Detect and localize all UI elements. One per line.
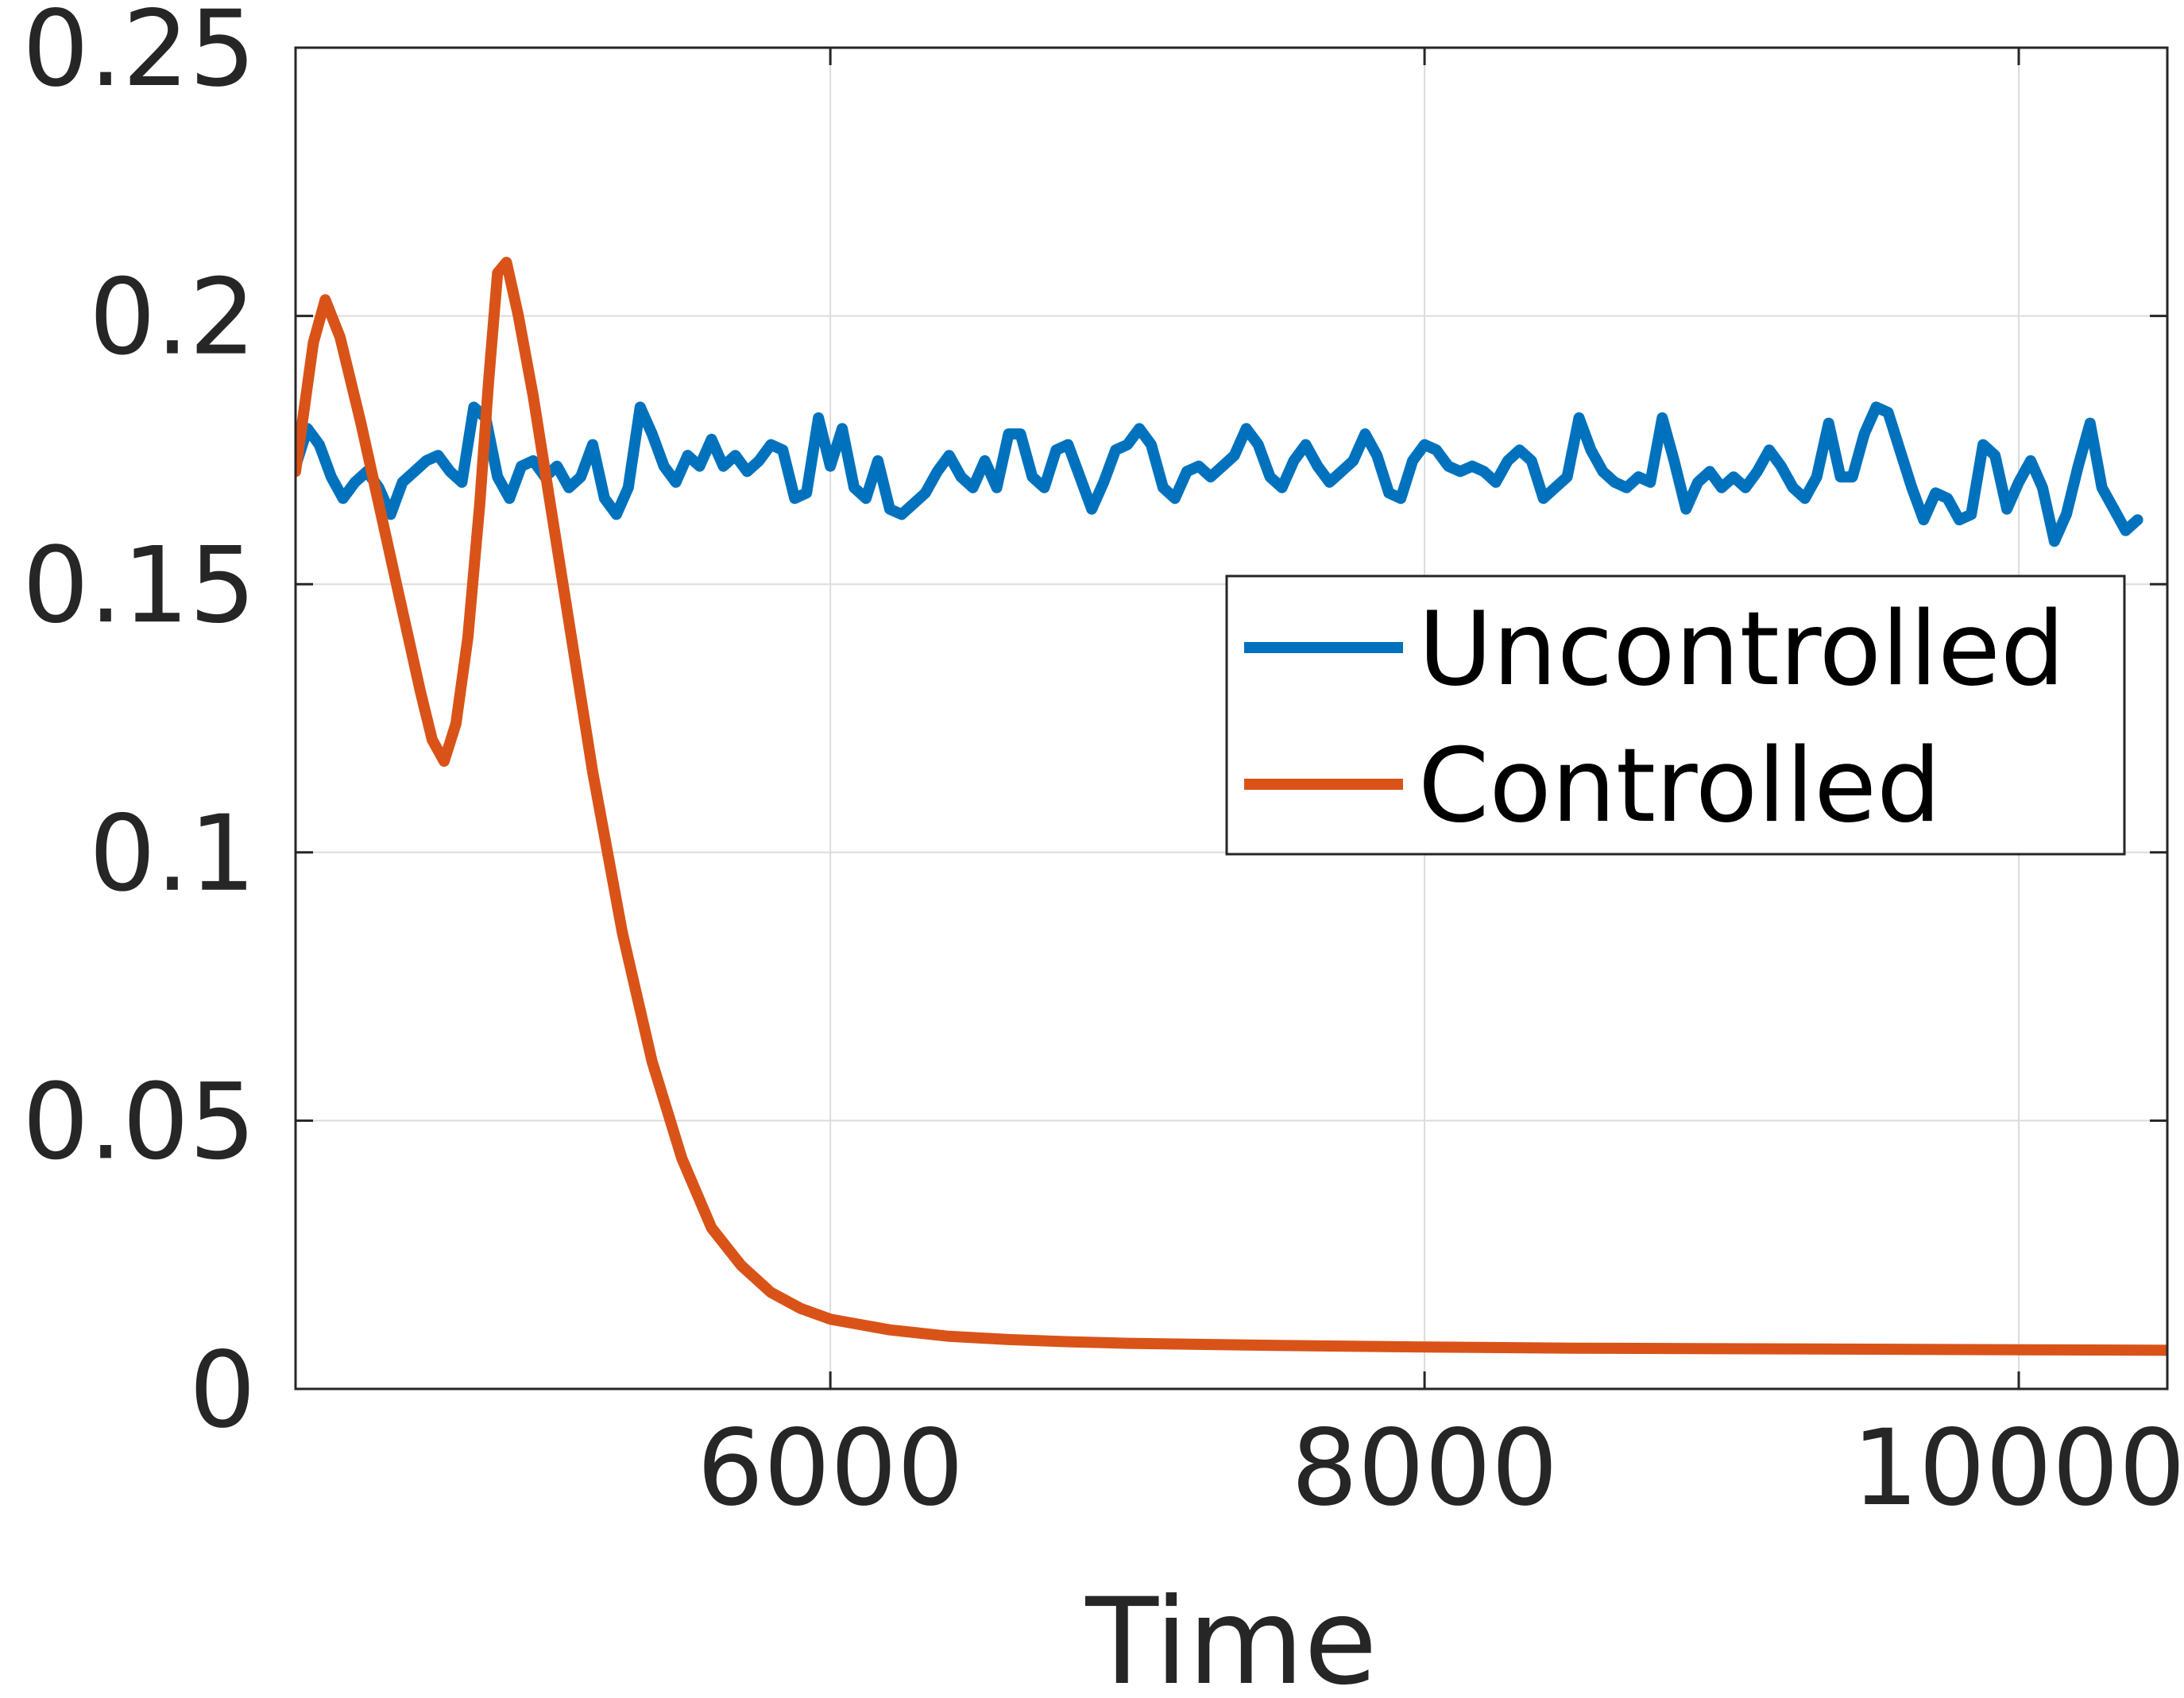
tick-labels: 6000 8000 10000 0 0.05 0.1 0.15 0.2 0.25 [22,0,2184,1530]
plot-frame [294,46,2169,1391]
axis-ticks [296,46,2167,1391]
y-tick-label: 0.15 [22,524,256,647]
legend-box [1225,574,2126,856]
y-tick-label: 0 [189,1329,256,1452]
x-tick-label: 10000 [1852,1407,2184,1530]
x-axis-title: Time [1084,1573,1377,1698]
legend: Uncontrolled Controlled [1225,574,2126,856]
y-tick-label: 0.25 [22,0,256,110]
legend-label-uncontrolled: Uncontrolled [1418,590,2065,709]
y-tick-label: 0.05 [22,1061,256,1183]
legend-label-controlled: Controlled [1418,727,1941,845]
x-tick-label: 8000 [1291,1407,1558,1530]
series-line-uncontrolled [296,401,2143,547]
series-line-controlled [296,257,2167,1356]
x-tick-label: 6000 [697,1407,964,1530]
y-tick-label: 0.2 [89,257,256,379]
y-tick-label: 0.1 [89,793,256,915]
series-lines [296,257,2167,1356]
